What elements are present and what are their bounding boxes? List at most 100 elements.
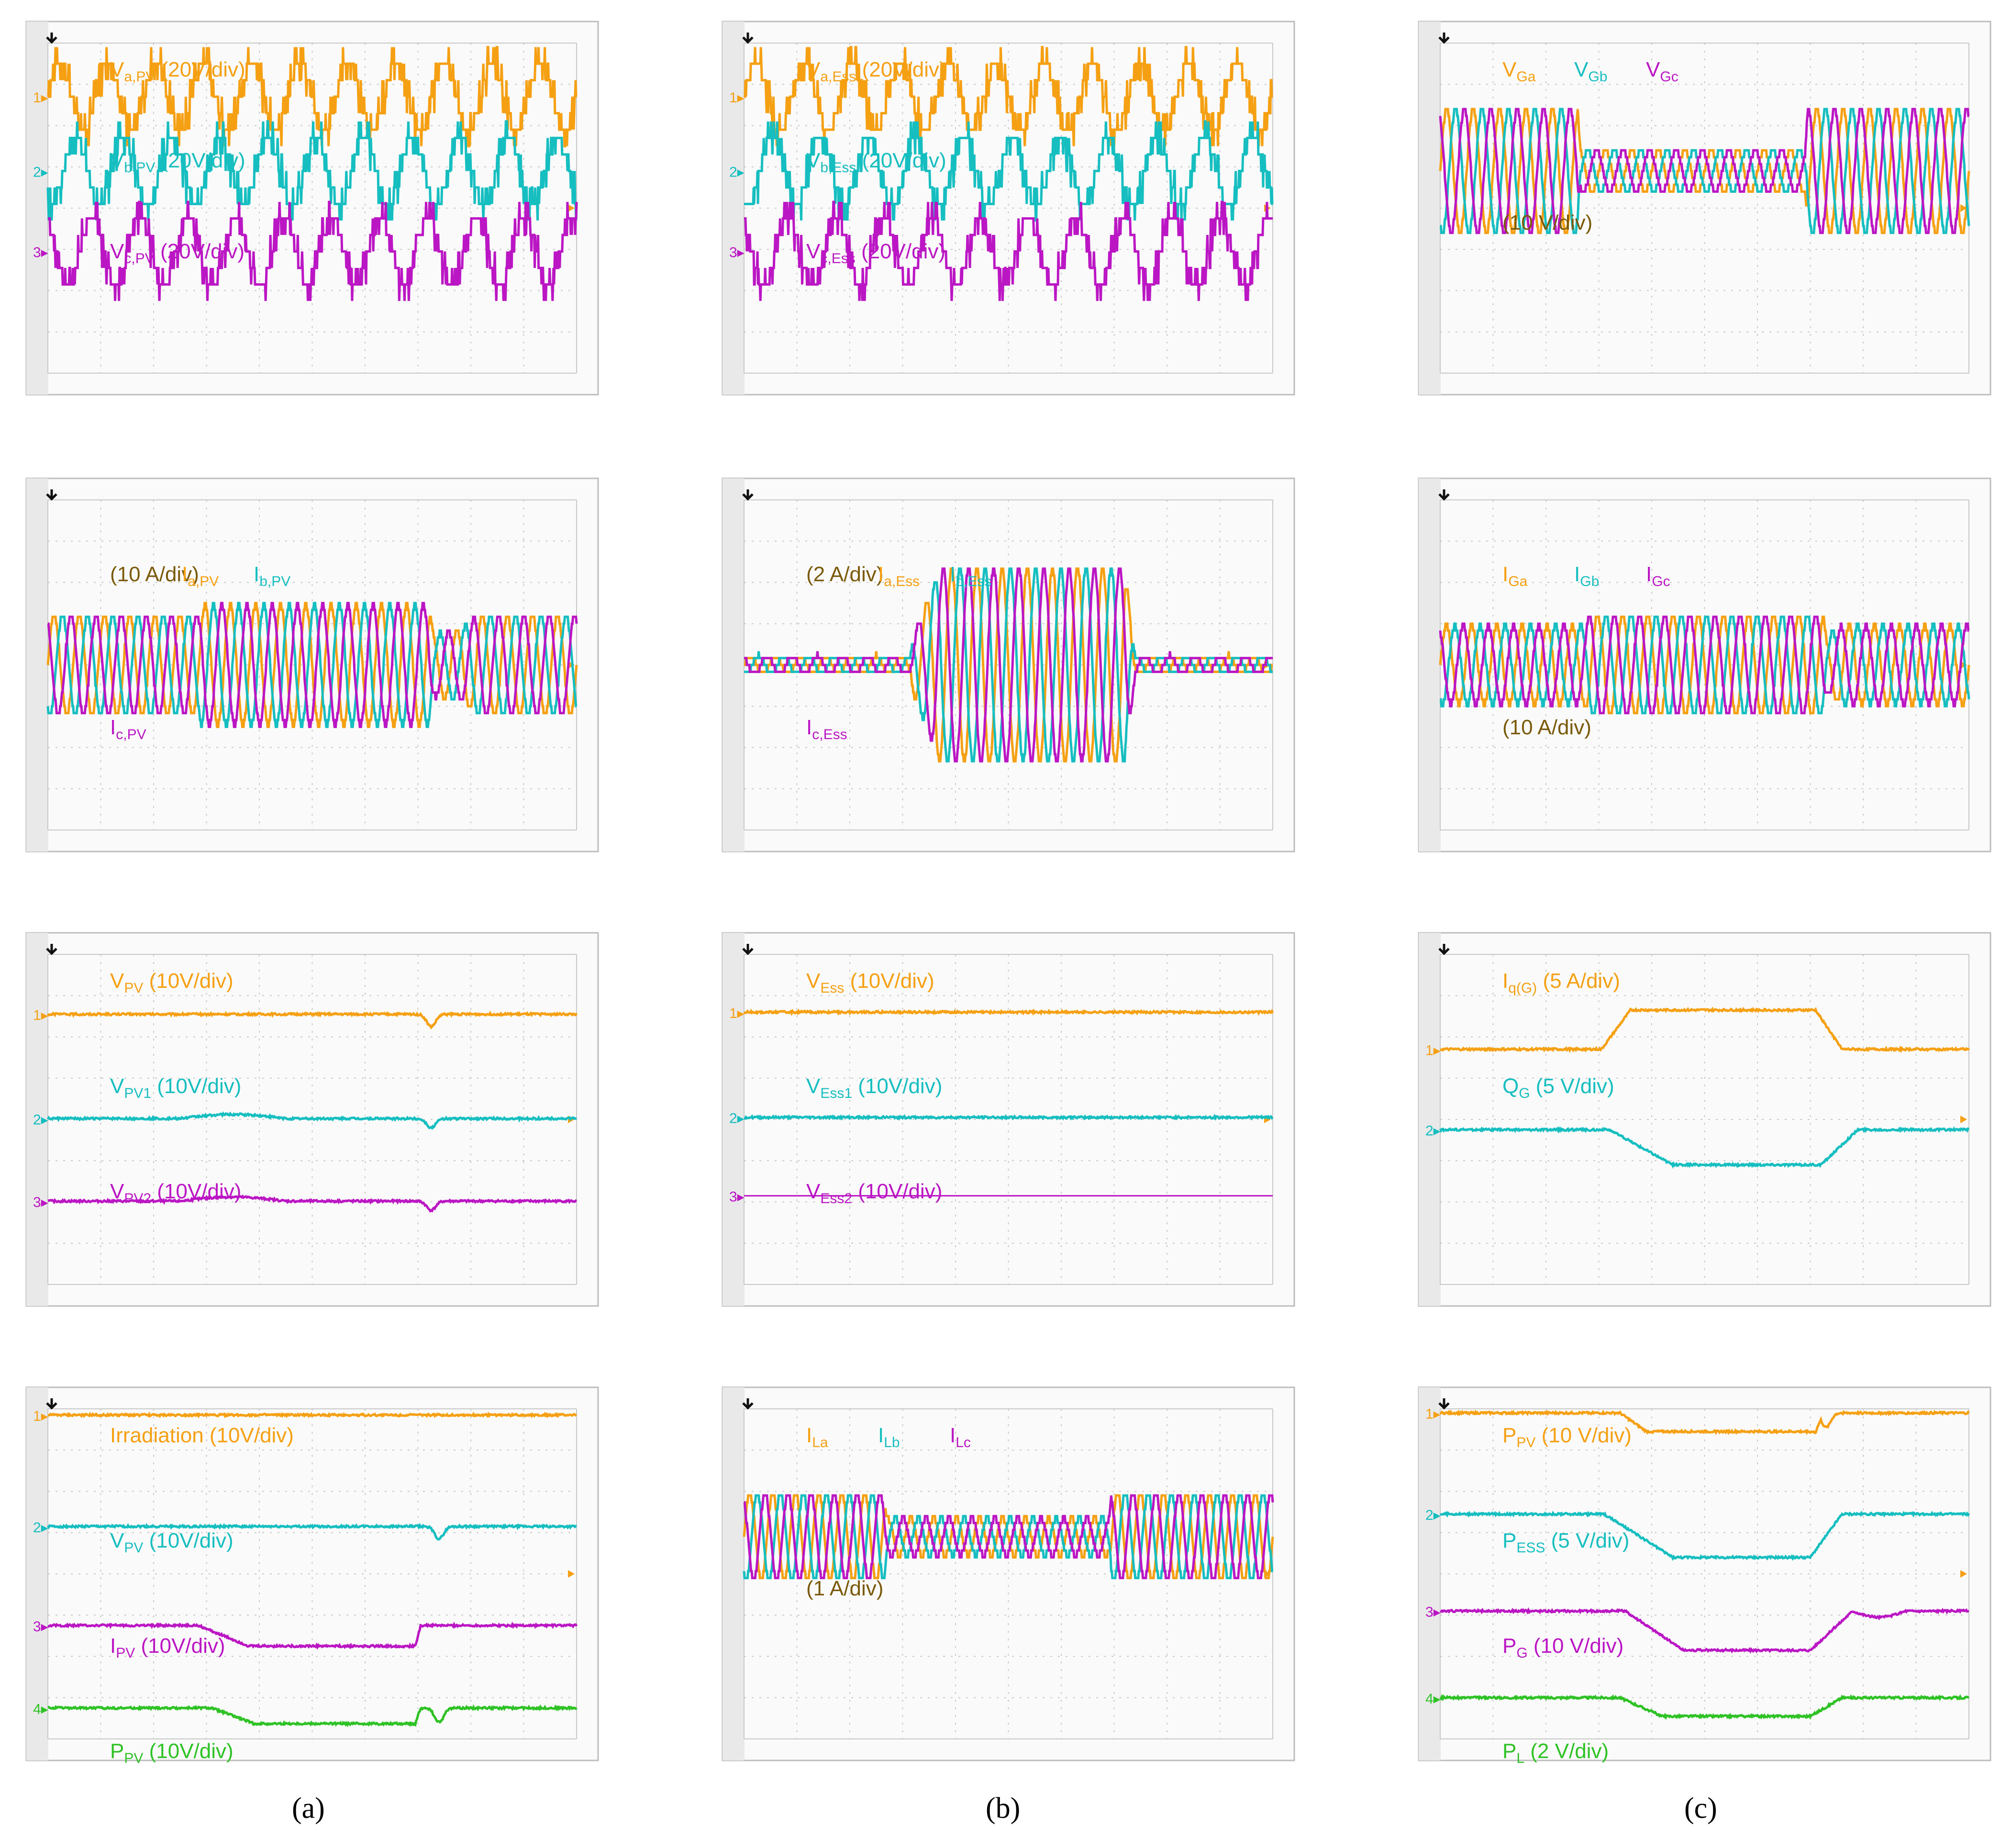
panel-frame (1418, 932, 1991, 1307)
label-sub: La (812, 1435, 828, 1450)
label-main: V (110, 1074, 124, 1098)
label-main: V (806, 1074, 821, 1098)
panel-frame (25, 1386, 599, 1761)
label-scale: (2 V/div) (1524, 1739, 1609, 1763)
scope-panel-b1: 1▸2▸3▸Va,Ess (20V/div)Vb,Ess (20V/div)Vc… (722, 21, 1295, 396)
trace-P_G (1440, 1607, 1969, 1654)
trace-label: ILc (950, 1424, 971, 1450)
trace-label: (10 A/div) (1502, 716, 1591, 739)
label-sub: L (1516, 1750, 1524, 1766)
scope-panel-c1: VGa VGb VGc(10 V/div) (1418, 21, 1991, 396)
label-main: I (878, 1424, 884, 1447)
label-main: (10 A/div) (110, 563, 199, 586)
label-main: V (806, 240, 821, 263)
label-scale: (10 V/div) (1528, 1634, 1624, 1658)
channel-strip (1419, 22, 1441, 395)
trace-label: ILb (878, 1424, 900, 1450)
label-main: I (1646, 563, 1652, 586)
trigger-marker-icon (742, 1398, 754, 1410)
trace-label: Ib,Ess (950, 563, 991, 589)
trace-V_Ga-phase-3 (1439, 108, 1970, 234)
channel-strip (26, 1387, 48, 1760)
trace-I_abc,PV-phase-3 (47, 602, 578, 728)
trace-P_L (1439, 1693, 1969, 1720)
label-main: I (806, 1424, 812, 1447)
trigger-marker-icon (1438, 489, 1450, 501)
arrow-icon (568, 204, 575, 212)
column-label-b: (b) (986, 1792, 1021, 1825)
trace-label: VPV1 (10V/div) (110, 1074, 241, 1101)
arrow-icon (1960, 1570, 1967, 1578)
label-sub: Gb (1588, 69, 1607, 85)
label-main: I (806, 716, 812, 739)
trace-I_abc,Ess-phase-2 (744, 567, 1273, 763)
label-main: I (110, 1634, 116, 1658)
trace-I_abc,G-phase-1 (1439, 615, 1970, 715)
label-main: V (806, 1180, 821, 1203)
label-main: V (110, 149, 124, 172)
label-sub: PV2 (124, 1191, 151, 1206)
label-sub: Ess2 (820, 1191, 852, 1206)
label-sub: PV (1516, 1435, 1535, 1450)
trace-label: (2 A/div) (806, 563, 883, 586)
trace-label: VEss (10V/div) (806, 969, 934, 996)
channel-strip (1419, 933, 1441, 1306)
label-scale: (10V/div) (135, 1634, 225, 1658)
label-main: Q (1502, 1074, 1519, 1098)
trace-V_a,PV (47, 46, 578, 148)
label-sub: q(G) (1508, 980, 1537, 996)
trace-label: IGb (1574, 563, 1599, 589)
channel-marker-icon: 1▸ (1425, 1406, 1441, 1422)
label-sub: c,Ess (812, 727, 847, 742)
label-main: I (1502, 563, 1508, 586)
trace-I_abc,G-phase-2 (1439, 615, 1970, 715)
label-sub: G (1516, 1645, 1527, 1661)
trace-P_PV (1439, 1409, 1970, 1436)
label-sub: c,Ess (820, 251, 855, 266)
label-main: I (950, 563, 956, 586)
label-main: P (1502, 1739, 1516, 1763)
channel-strip (26, 478, 48, 852)
trace-Q_G (1439, 1126, 1970, 1169)
trace-label: QG (5 V/div) (1502, 1074, 1614, 1101)
scope-panel-c2: IGa IGb IGc(10 A/div) (1418, 477, 1991, 852)
label-scale: (10V/div) (204, 1424, 294, 1447)
label-sub: PV (124, 1750, 143, 1766)
trace-V_PV (46, 1010, 578, 1030)
label-scale: (5 A/div) (1537, 969, 1620, 993)
trace-V_Ga-phase-1 (1439, 108, 1970, 234)
trace-label: VGb (1574, 58, 1607, 85)
label-scale: (5 V/div) (1530, 1074, 1614, 1098)
trace-V_PV (46, 1523, 577, 1541)
trace-I_abc,Ess-phase-1 (744, 567, 1273, 763)
trace-label: PG (10 V/div) (1502, 1634, 1623, 1661)
channel-marker-icon: 3▸ (729, 1189, 745, 1205)
trace-label: VPV (10V/div) (110, 1529, 233, 1556)
label-scale: (10V/div) (852, 1074, 942, 1098)
trace-V_Ga-phase-2 (1439, 108, 1970, 234)
label-scale: (10V/div) (852, 1180, 942, 1203)
trigger-marker-icon (1438, 1398, 1450, 1410)
label-sub: Ga (1508, 574, 1527, 589)
trace-I_abc,G-phase-3 (1439, 615, 1970, 715)
label-scale: (10V/div) (143, 969, 233, 993)
label-sub: b,Ess (956, 574, 991, 589)
trace-label: IPV (10V/div) (110, 1634, 225, 1661)
channel-marker-icon: 3▸ (33, 1195, 48, 1210)
label-main: (10 A/div) (1502, 716, 1591, 739)
panel-frame (722, 932, 1295, 1307)
trace-label: VPV2 (10V/div) (110, 1180, 241, 1206)
channel-marker-icon: 1▸ (1425, 1042, 1441, 1058)
label-sub: Gc (1652, 574, 1670, 589)
trace-label: VEss1 (10V/div) (806, 1074, 942, 1101)
trace-V_PV1 (46, 1111, 577, 1130)
scope-panel-a1: 1▸2▸3▸Va,PV (20V/div)Vb,PV (20V/div)Vc,P… (25, 21, 599, 396)
label-sub: b,Ess (820, 160, 856, 176)
label-main: (10 V/div) (1502, 211, 1592, 234)
label-main: I (878, 563, 884, 586)
trace-label: PL (2 V/div) (1502, 1739, 1609, 1766)
label-sub: ESS (1516, 1540, 1545, 1556)
label-main: I (254, 563, 259, 586)
label-main: V (806, 149, 821, 172)
label-sub: Ga (1516, 69, 1535, 85)
